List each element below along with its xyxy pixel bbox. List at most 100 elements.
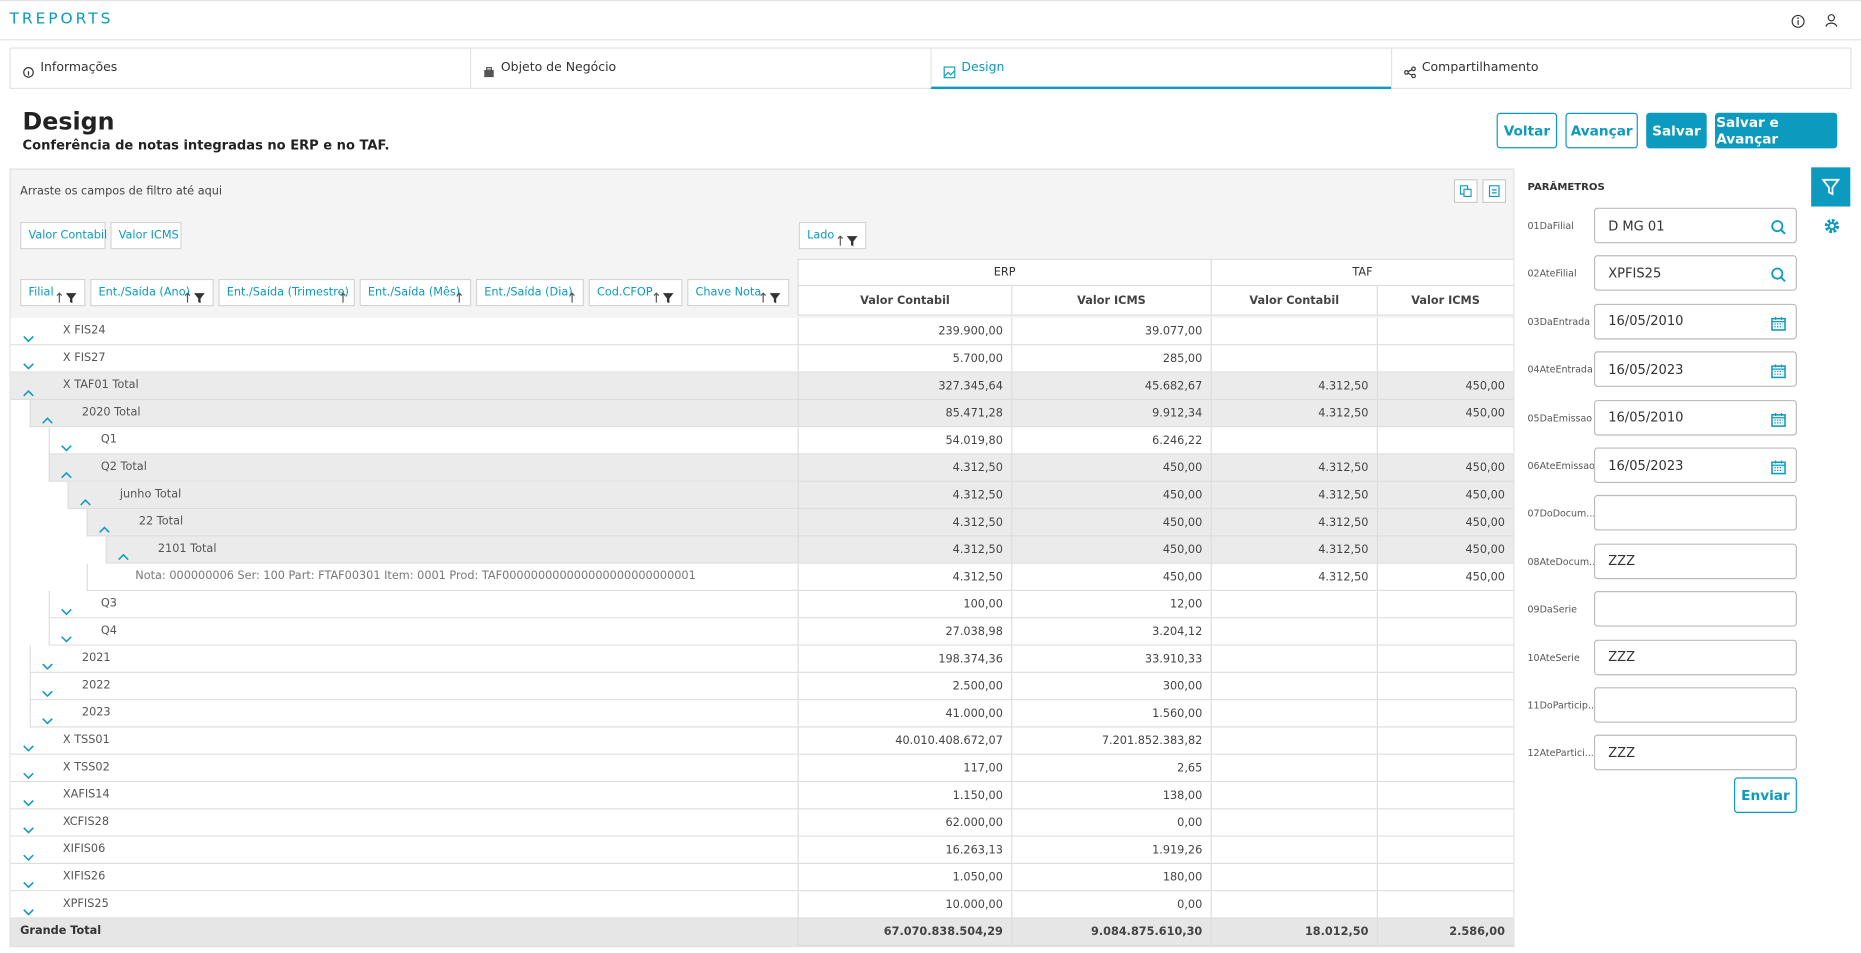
action-button[interactable]: Salvar (1646, 112, 1707, 149)
row-header[interactable] (48, 618, 799, 646)
icon-shape (23, 772, 34, 780)
cell (1376, 809, 1514, 837)
row-header[interactable] (86, 509, 799, 537)
expand-icon (23, 326, 35, 343)
cell (1376, 836, 1514, 865)
row-header[interactable] (86, 563, 799, 592)
cell: 450,00 (1376, 399, 1514, 428)
param-input[interactable] (1593, 687, 1797, 723)
pivot-field[interactable]: Filial (20, 278, 86, 307)
row-header[interactable] (10, 318, 799, 346)
export-button[interactable] (1482, 179, 1507, 203)
icon-shape (943, 66, 956, 79)
row-header[interactable] (10, 372, 799, 400)
pivot-field[interactable]: Lado (798, 221, 867, 250)
icon-shape (1771, 220, 1784, 233)
icon-shape (837, 235, 844, 246)
row-header[interactable] (10, 754, 799, 783)
row-header[interactable] (10, 727, 799, 755)
user-icon[interactable] (1824, 13, 1838, 27)
icon-shape (118, 553, 129, 561)
action-button[interactable]: Voltar (1496, 112, 1558, 149)
expand-icon (80, 490, 92, 506)
tab[interactable] (930, 47, 1391, 90)
tab[interactable] (469, 47, 931, 90)
row-header[interactable] (29, 672, 799, 701)
grand-total-label: Grande Total (20, 924, 102, 938)
icon-shape (23, 389, 34, 397)
pivot-field[interactable]: Ent./Saída (Mês) (359, 278, 472, 307)
icon-shape (653, 292, 660, 296)
row-header[interactable] (67, 481, 799, 510)
row-header[interactable] (29, 645, 799, 673)
measure-header: Valor Contabil (797, 286, 1012, 316)
row-header[interactable] (10, 345, 799, 373)
row-label: Q3 (100, 596, 117, 611)
param-input[interactable]: ZZZ (1593, 639, 1797, 675)
filter-toggle[interactable] (1811, 167, 1851, 207)
calendar-icon (1771, 457, 1786, 475)
cell (1376, 754, 1514, 783)
icon-shape (65, 293, 77, 304)
action-button[interactable]: Salvar e Avançar (1715, 112, 1838, 149)
param-input[interactable] (1593, 591, 1797, 627)
cell: 9.084.875.610,30 (1011, 918, 1211, 946)
row-header[interactable] (10, 809, 799, 837)
icon-shape (194, 293, 205, 304)
row-header[interactable] (10, 891, 799, 919)
row-header[interactable] (48, 427, 799, 455)
row-header[interactable] (105, 536, 799, 564)
icon-shape (65, 293, 77, 304)
pivot-field[interactable]: Ent./Saída (Trimestre) (218, 278, 355, 307)
expand-icon (42, 654, 54, 670)
action-button[interactable]: Avançar (1565, 112, 1638, 149)
tab[interactable] (1390, 47, 1852, 90)
param-input[interactable]: 16/05/2023 (1593, 447, 1797, 484)
cell (1210, 427, 1377, 455)
row-header[interactable] (10, 864, 799, 892)
param-input[interactable]: ZZZ (1593, 735, 1797, 771)
pivot-field[interactable]: Ent./Saída (Dia) (475, 278, 584, 307)
pivot-field[interactable]: Cod.CFOP (588, 278, 683, 307)
settings-icon[interactable] (1823, 217, 1841, 235)
cell: 100,00 (797, 591, 1012, 619)
row-header[interactable] (29, 700, 799, 728)
sort-icon (184, 286, 191, 303)
cell (1210, 618, 1377, 646)
param-input[interactable] (1593, 495, 1797, 531)
row-header[interactable] (29, 399, 799, 428)
row-header[interactable] (10, 836, 799, 865)
expand-icon (23, 872, 35, 889)
param-input[interactable]: XPFIS25 (1593, 255, 1797, 292)
row-label: 22 Total (138, 515, 184, 529)
row-label: 2021 (81, 651, 111, 665)
param-label: 03DaEntrada (1527, 316, 1591, 328)
param-input[interactable]: ZZZ (1593, 543, 1797, 579)
row-header[interactable] (48, 591, 799, 619)
param-input[interactable]: 16/05/2010 (1593, 303, 1797, 340)
icon-shape (1771, 365, 1786, 379)
cell: 33.910,33 (1011, 645, 1211, 673)
param-input[interactable]: 16/05/2010 (1593, 399, 1797, 436)
expand-icon (23, 900, 35, 916)
cell: 450,00 (1011, 454, 1211, 482)
param-input[interactable]: 16/05/2023 (1593, 351, 1797, 388)
pivot-field[interactable]: Valor ICMS (110, 221, 182, 250)
cell: 450,00 (1011, 509, 1211, 537)
row-header[interactable] (10, 782, 799, 810)
cell (1376, 672, 1514, 701)
icon-shape (569, 292, 575, 303)
icon-shape (1771, 364, 1786, 379)
row-label: XIFIS06 (62, 842, 106, 856)
param-input[interactable]: D MG 01 (1593, 207, 1797, 244)
pivot-field[interactable]: Chave Nota (687, 278, 790, 307)
icon-shape (653, 292, 660, 303)
pivot-field[interactable]: Valor Contabil (20, 221, 107, 250)
info-icon[interactable] (1791, 14, 1805, 28)
icon-shape (1774, 323, 1783, 328)
pivot-field[interactable]: Ent./Saída (Ano) (90, 278, 214, 307)
submit-button[interactable]: Enviar (1734, 777, 1797, 813)
row-header[interactable] (48, 454, 799, 482)
icon-shape (61, 608, 72, 616)
cell: 54.019,80 (797, 427, 1012, 455)
